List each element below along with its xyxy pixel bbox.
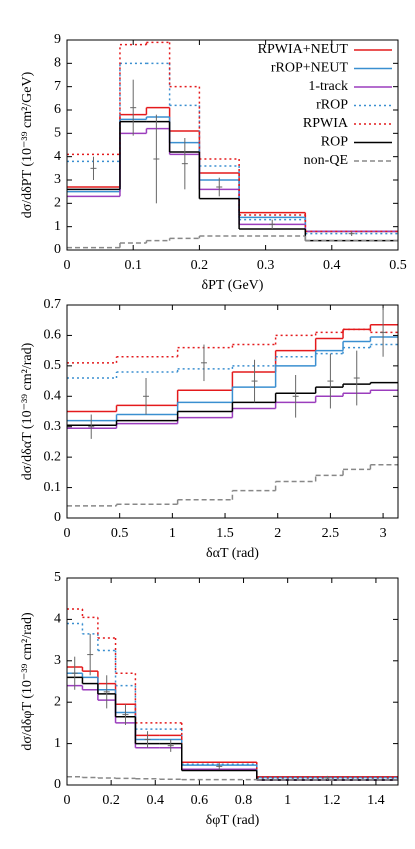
legend-label: non-QE xyxy=(304,153,348,168)
x-tick-label: 0.6 xyxy=(191,793,209,808)
y-tick-label: 3 xyxy=(54,172,61,187)
x-tick-label: 0.2 xyxy=(191,258,209,273)
y-axis-title: dσ/dδPT (10⁻³⁹ cm²/GeV) xyxy=(20,71,35,218)
y-tick-label: 0.5 xyxy=(44,358,62,373)
y-tick-label: 0.7 xyxy=(44,297,62,312)
y-tick-label: 1 xyxy=(54,736,61,751)
y-tick-label: 2 xyxy=(54,694,61,709)
x-tick-label: 0.1 xyxy=(124,258,142,273)
y-tick-label: 0.2 xyxy=(44,449,62,464)
y-tick-label: 4 xyxy=(54,612,61,627)
x-tick-label: 2.5 xyxy=(322,526,340,541)
y-tick-label: 9 xyxy=(54,32,61,47)
x-tick-label: 0 xyxy=(64,793,71,808)
x-tick-label: 0.4 xyxy=(323,258,341,273)
y-tick-label: 5 xyxy=(54,570,61,585)
y-tick-label: 4 xyxy=(54,149,61,164)
y-tick-label: 7 xyxy=(54,79,61,94)
x-axis-title: δφT (rad) xyxy=(206,813,260,828)
x-tick-label: 0.5 xyxy=(389,258,407,273)
y-tick-label: 0 xyxy=(54,777,61,792)
x-tick-label: 1.2 xyxy=(323,793,341,808)
y-tick-label: 5 xyxy=(54,126,61,141)
y-tick-label: 3 xyxy=(54,653,61,668)
y-tick-label: 2 xyxy=(54,196,61,211)
x-axis-title: δPT (GeV) xyxy=(202,278,264,293)
x-tick-label: 1.5 xyxy=(216,526,234,541)
y-tick-label: 0 xyxy=(54,242,61,257)
x-tick-label: 0.8 xyxy=(235,793,253,808)
y-tick-label: 1 xyxy=(54,219,61,234)
legend-label: rROP xyxy=(316,98,348,113)
x-tick-label: 2 xyxy=(274,526,281,541)
legend-label: RPWIA xyxy=(303,116,349,131)
legend-label: rROP+NEUT xyxy=(271,61,349,76)
y-tick-label: 0.6 xyxy=(44,328,62,343)
legend-label: ROP xyxy=(321,135,348,150)
x-tick-label: 1.4 xyxy=(367,793,385,808)
x-tick-label: 0.5 xyxy=(111,526,129,541)
y-tick-label: 0.4 xyxy=(44,389,62,404)
plot-frame xyxy=(66,304,399,519)
legend-label: RPWIA+NEUT xyxy=(258,42,349,57)
y-tick-label: 0.1 xyxy=(44,480,62,495)
y-axis-title: dσ/dδφT (10⁻³⁹ cm²/rad) xyxy=(20,612,35,751)
x-tick-label: 0 xyxy=(64,258,71,273)
x-tick-label: 0 xyxy=(64,526,71,541)
y-axis-title: dσ/dδαT (10⁻³⁹ cm²/rad) xyxy=(20,342,35,480)
x-tick-label: 0.4 xyxy=(147,793,165,808)
y-tick-label: 6 xyxy=(54,102,61,117)
plot-frame xyxy=(66,39,399,251)
y-tick-label: 0.3 xyxy=(44,419,62,434)
x-axis-title: δαT (rad) xyxy=(206,546,259,561)
y-tick-label: 8 xyxy=(54,56,61,71)
x-tick-label: 1 xyxy=(169,526,176,541)
x-tick-label: 0.3 xyxy=(257,258,275,273)
plot-frame xyxy=(66,577,399,786)
x-tick-label: 3 xyxy=(380,526,387,541)
x-tick-label: 0.2 xyxy=(102,793,120,808)
y-tick-label: 0 xyxy=(54,510,61,525)
legend-label: 1-track xyxy=(308,79,348,94)
x-tick-label: 1 xyxy=(284,793,291,808)
